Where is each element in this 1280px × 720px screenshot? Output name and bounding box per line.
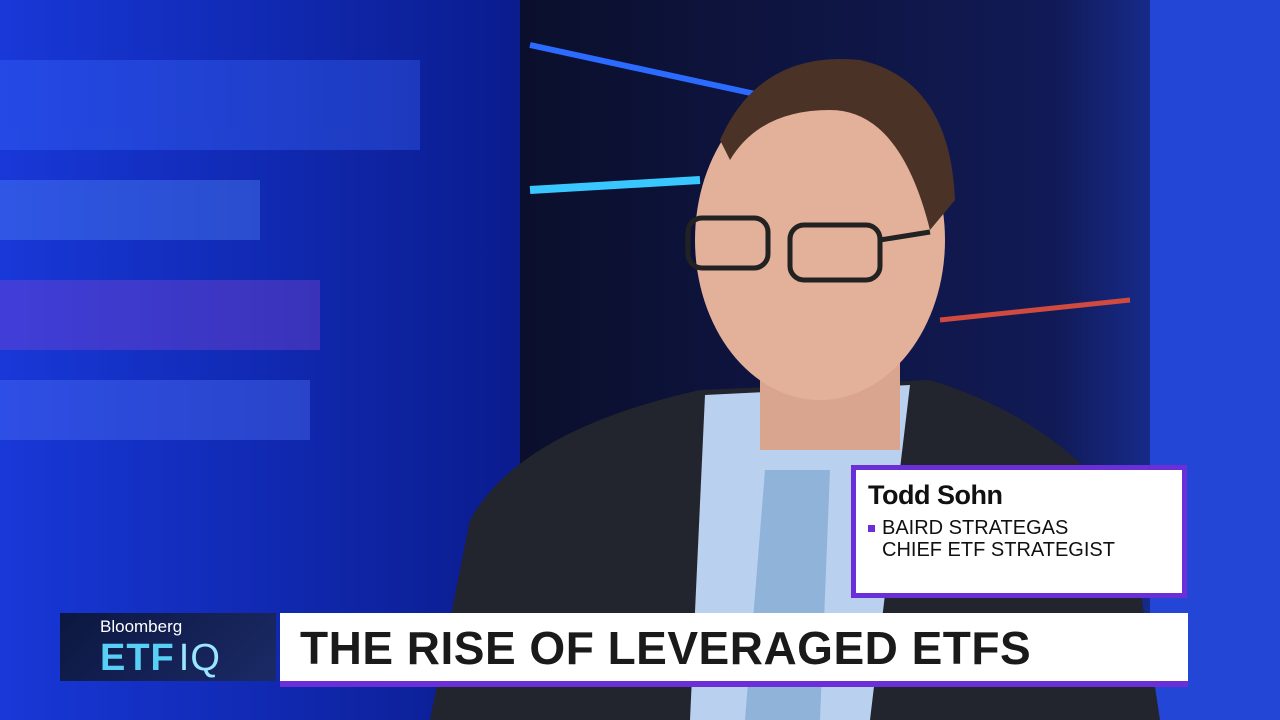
light-strip	[529, 176, 701, 194]
brand: Bloomberg	[100, 617, 183, 636]
show-name: ETF IQ	[100, 637, 221, 680]
glasses	[685, 215, 771, 271]
bullet	[868, 525, 875, 532]
light-strip	[529, 42, 761, 98]
speaker-affiliation: BAIRD STRATEGAS CHIEF ETF STRATEGIST	[882, 517, 1115, 561]
show-suffix: IQ	[178, 637, 221, 679]
speaker-name: Todd Sohn	[868, 480, 1003, 510]
show-name-part: ETF	[100, 637, 175, 679]
light-strip	[939, 297, 1131, 323]
glasses	[787, 222, 883, 283]
face	[695, 80, 945, 400]
glasses	[879, 229, 931, 243]
hair	[720, 59, 955, 230]
blue-wall	[1150, 0, 1280, 720]
left-screen	[0, 0, 530, 720]
screen-graphics	[0, 60, 420, 440]
name-card: Todd Sohn BAIRD STRATEGAS CHIEF ETF STRA…	[851, 465, 1187, 598]
headline: THE RISE OF LEVERAGED ETFS	[300, 622, 1032, 674]
headline-bar: THE RISE OF LEVERAGED ETFS	[280, 613, 1188, 687]
show-logo: Bloomberg ETF IQ	[60, 613, 276, 681]
affiliation: BAIRD STRATEGAS	[882, 517, 1069, 539]
role: CHIEF ETF STRATEGIST	[882, 539, 1115, 561]
